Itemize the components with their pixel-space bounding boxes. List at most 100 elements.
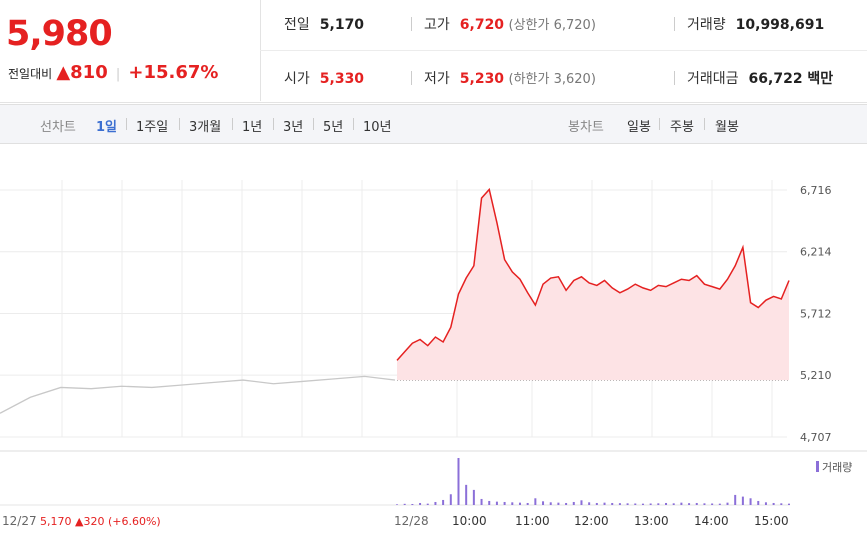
tab-1day[interactable]: 1일 <box>96 120 118 135</box>
tab-5years[interactable]: 5년 <box>323 120 344 135</box>
volume-bar <box>495 501 498 505</box>
prev-day-pct: (+6.60%) <box>108 515 161 528</box>
volume-bar <box>741 496 744 505</box>
x-tick-label: 12/28 <box>394 514 429 528</box>
volume-bar <box>557 502 560 505</box>
volume-bar <box>434 501 437 505</box>
volume-bar <box>649 503 652 505</box>
volume-bar <box>580 500 583 505</box>
volume-bar <box>595 502 598 505</box>
tab-weekly-candle[interactable]: 주봉 <box>670 120 694 135</box>
tab-1year[interactable]: 1년 <box>242 120 263 135</box>
price-summary: 5,980 전일대비 ▲810 | +15.67% <box>0 0 261 101</box>
change-label: 전일대비 <box>8 67 53 81</box>
y-tick-label: 6,716 <box>800 184 832 197</box>
change-value: 810 <box>70 62 108 83</box>
volume-bar <box>626 503 629 505</box>
volume-bar <box>396 504 398 505</box>
volume-bar <box>449 494 452 505</box>
chart-tabbar: 선차트 1일 1주일 3개월 1년 3년 5년 10년 봉차트 일봉 주봉 월봉 <box>0 104 867 144</box>
volume-bar <box>695 502 698 505</box>
y-tick-label: 5,712 <box>800 307 832 320</box>
volume-legend-swatch <box>816 461 819 472</box>
volume-bar <box>403 503 406 505</box>
volume-bar <box>542 501 545 505</box>
volume-legend-label: 거래량 <box>822 461 852 474</box>
volume-bar <box>718 503 721 505</box>
tab-1week[interactable]: 1주일 <box>136 120 169 135</box>
volume-bar <box>457 458 460 505</box>
prev-day-line <box>0 375 396 414</box>
volume-bar <box>657 503 660 505</box>
y-tick-label: 4,707 <box>800 431 832 444</box>
tab-divider <box>232 118 233 130</box>
volume-bar <box>788 503 790 505</box>
stat-low: 저가 5,230 (하한가 3,620) <box>424 71 596 87</box>
volume-bar <box>465 484 468 505</box>
change-percent: +15.67% <box>128 62 219 83</box>
volume-bar <box>734 494 737 505</box>
stat-amount: 거래대금 66,722 백만 <box>687 71 834 87</box>
tab-10years[interactable]: 10년 <box>363 120 392 135</box>
volume-bar <box>572 501 575 505</box>
stat-divider <box>411 17 412 31</box>
volume-bar <box>680 502 683 505</box>
candle-chart-label: 봉차트 <box>568 120 604 135</box>
volume-bar <box>703 503 706 505</box>
volume-bar <box>426 503 429 505</box>
quote-header: 5,980 전일대비 ▲810 | +15.67% 전일 5,170 고가 6,72… <box>0 0 867 103</box>
volume-bar <box>472 489 475 505</box>
tab-divider <box>179 118 180 130</box>
volume-bar <box>526 502 529 505</box>
tab-divider <box>353 118 354 130</box>
current-price: 5,980 <box>6 14 113 54</box>
volume-bar <box>565 502 568 505</box>
tab-3months[interactable]: 3개월 <box>189 120 222 135</box>
volume-bar <box>511 502 514 505</box>
volume-bar <box>749 498 752 505</box>
volume-bar <box>442 499 445 505</box>
volume-bar <box>757 500 760 505</box>
x-tick-label: 13:00 <box>634 514 669 528</box>
quote-stats: 전일 5,170 고가 6,720 (상한가 6,720) 거래량 10,998,69… <box>260 0 867 101</box>
volume-bar <box>518 502 521 505</box>
volume-bar <box>534 498 537 505</box>
volume-bar <box>634 503 637 505</box>
y-tick-label: 6,214 <box>800 246 832 259</box>
volume-bar <box>488 500 491 505</box>
stat-divider <box>674 17 675 31</box>
volume-bar <box>772 502 775 505</box>
volume-bar <box>688 503 691 505</box>
x-tick-label: 15:00 <box>754 514 789 528</box>
x-tick-label: 12/27 <box>2 514 37 528</box>
volume-bar <box>611 502 614 505</box>
volume-bar <box>588 502 591 505</box>
volume-bar <box>711 503 714 505</box>
y-tick-label: 5,210 <box>800 369 832 382</box>
tab-monthly-candle[interactable]: 월봉 <box>715 120 739 135</box>
volume-bar <box>503 501 506 505</box>
x-tick-label: 10:00 <box>452 514 487 528</box>
volume-bar <box>665 502 668 505</box>
price-change: 전일대비 ▲810 | +15.67% <box>8 62 218 83</box>
stats-row-divider <box>260 50 867 51</box>
tab-divider <box>704 118 705 130</box>
volume-bar <box>480 498 483 505</box>
volume-bar <box>641 503 644 505</box>
stat-divider <box>674 71 675 85</box>
tab-daily-candle[interactable]: 일봉 <box>627 120 651 135</box>
tab-divider <box>126 118 127 130</box>
volume-bar <box>603 502 606 505</box>
prev-day-change: ▲320 <box>75 515 108 528</box>
stat-prev-close: 전일 5,170 <box>284 17 365 33</box>
volume-bar <box>780 503 783 505</box>
volume-bar <box>672 503 675 505</box>
tab-divider <box>313 118 314 130</box>
tab-3years[interactable]: 3년 <box>283 120 304 135</box>
x-tick-label: 11:00 <box>515 514 550 528</box>
x-tick-label: 12:00 <box>574 514 609 528</box>
volume-bar <box>726 502 729 505</box>
stat-high: 고가 6,720 (상한가 6,720) <box>424 17 596 33</box>
tab-divider <box>273 118 274 130</box>
